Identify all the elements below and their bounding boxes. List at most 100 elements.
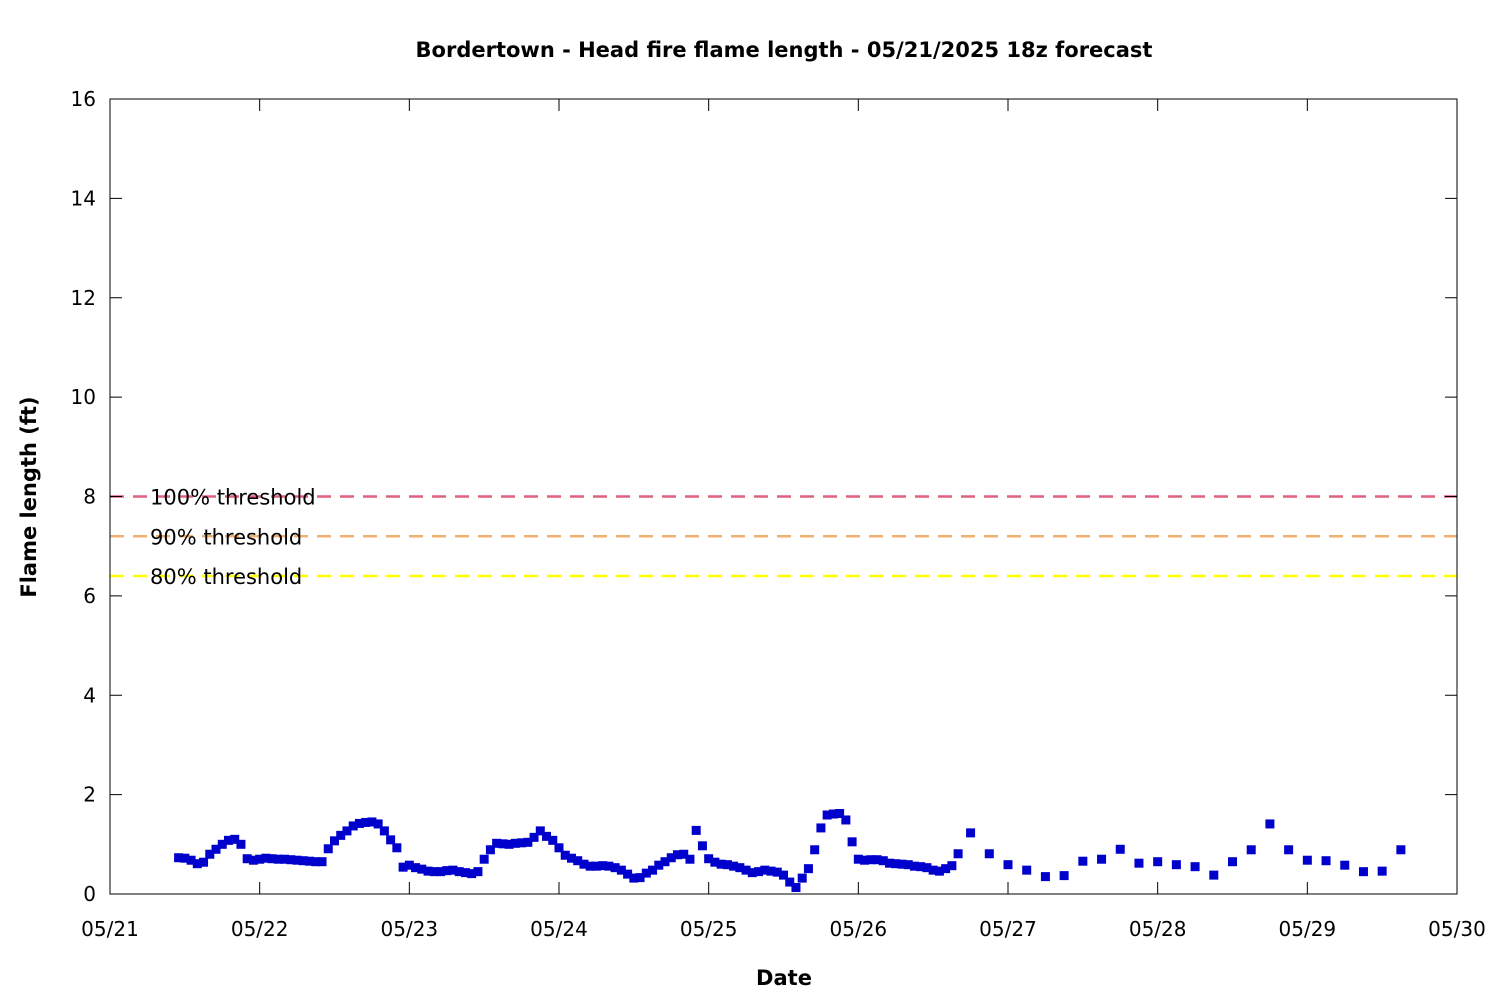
data-point xyxy=(1153,857,1163,867)
data-point xyxy=(429,867,439,877)
data-point xyxy=(379,826,389,836)
x-tick-label: 05/25 xyxy=(680,917,738,941)
data-point xyxy=(348,821,358,831)
x-axis-label: Date xyxy=(756,966,812,990)
data-point xyxy=(323,844,333,854)
data-point xyxy=(1134,858,1144,868)
data-point xyxy=(585,861,595,871)
data-point xyxy=(373,819,383,829)
data-point xyxy=(928,865,938,875)
data-point xyxy=(1265,819,1275,829)
data-point xyxy=(186,855,196,865)
data-point xyxy=(641,868,651,878)
data-point xyxy=(479,854,489,864)
data-point xyxy=(404,860,414,870)
data-point xyxy=(866,855,876,865)
data-point xyxy=(579,859,589,869)
data-point xyxy=(460,868,470,878)
data-point xyxy=(685,854,695,864)
data-point xyxy=(760,865,770,875)
data-point xyxy=(529,832,539,842)
data-point xyxy=(436,867,446,877)
data-point xyxy=(666,853,676,863)
data-point xyxy=(392,843,402,853)
data-point xyxy=(897,859,907,869)
data-point xyxy=(847,837,857,847)
data-point xyxy=(1059,871,1069,881)
data-point xyxy=(211,844,221,854)
x-tick-label: 05/28 xyxy=(1129,917,1187,941)
data-point xyxy=(828,809,838,819)
data-point xyxy=(1097,854,1107,864)
threshold-label-0: 100% threshold xyxy=(150,486,316,510)
data-point xyxy=(467,869,477,879)
data-point xyxy=(566,853,576,863)
data-point xyxy=(1246,845,1256,855)
data-point xyxy=(779,870,788,880)
data-point xyxy=(1115,844,1125,854)
data-point xyxy=(523,837,533,847)
data-point xyxy=(510,838,520,848)
data-point xyxy=(386,835,396,845)
data-point xyxy=(697,841,707,851)
data-point xyxy=(835,809,845,819)
data-point xyxy=(448,865,458,875)
data-point xyxy=(180,853,190,863)
data-point xyxy=(822,810,832,820)
data-point xyxy=(691,825,701,835)
y-tick-label: 2 xyxy=(83,783,96,807)
data-point xyxy=(454,867,464,877)
data-point xyxy=(604,861,614,871)
data-point xyxy=(367,817,377,827)
threshold-label-1: 90% threshold xyxy=(150,525,302,549)
data-point xyxy=(423,866,433,876)
y-tick-label: 10 xyxy=(71,385,96,409)
data-point xyxy=(417,864,427,874)
data-point xyxy=(903,860,913,870)
data-point xyxy=(716,859,726,869)
y-axis-label: Flame length (ft) xyxy=(17,396,41,597)
x-tick-label: 05/29 xyxy=(1279,917,1337,941)
data-point xyxy=(1377,866,1387,876)
data-point xyxy=(791,883,801,893)
data-point xyxy=(984,849,994,859)
data-point xyxy=(442,866,452,876)
data-point xyxy=(174,853,184,863)
data-point xyxy=(1171,860,1181,870)
data-point xyxy=(261,853,271,863)
data-point xyxy=(735,863,745,873)
y-tick-label: 12 xyxy=(71,286,96,310)
data-point xyxy=(922,863,932,873)
data-point xyxy=(941,864,951,874)
data-point xyxy=(330,836,339,846)
data-point xyxy=(1228,857,1237,867)
data-point xyxy=(629,873,639,883)
data-point xyxy=(248,855,258,865)
data-point xyxy=(772,867,782,877)
data-point xyxy=(591,861,601,871)
data-point xyxy=(267,854,277,864)
data-point xyxy=(298,856,308,866)
data-point xyxy=(230,834,240,844)
data-point xyxy=(542,831,552,841)
data-point xyxy=(336,830,346,840)
data-point xyxy=(885,858,895,868)
data-point xyxy=(286,855,296,865)
data-point xyxy=(660,857,670,867)
data-point xyxy=(560,850,570,860)
axes: 0 2 4 6 8 10 12 14 16 05/21 05/22 05/23 05/24 05/25 05… xyxy=(71,87,1486,941)
x-tick-label: 05/22 xyxy=(231,917,289,941)
data-point xyxy=(492,838,502,848)
data-point xyxy=(1396,845,1406,855)
data-point xyxy=(616,865,626,875)
data-point xyxy=(810,845,820,855)
data-point xyxy=(1190,862,1200,872)
data-point xyxy=(1321,856,1331,866)
data-point xyxy=(1302,855,1312,865)
x-tick-label: 05/21 xyxy=(81,917,139,941)
data-point xyxy=(1209,870,1219,880)
y-tick-label: 16 xyxy=(71,87,96,111)
data-point xyxy=(192,859,202,869)
data-point xyxy=(548,835,558,845)
